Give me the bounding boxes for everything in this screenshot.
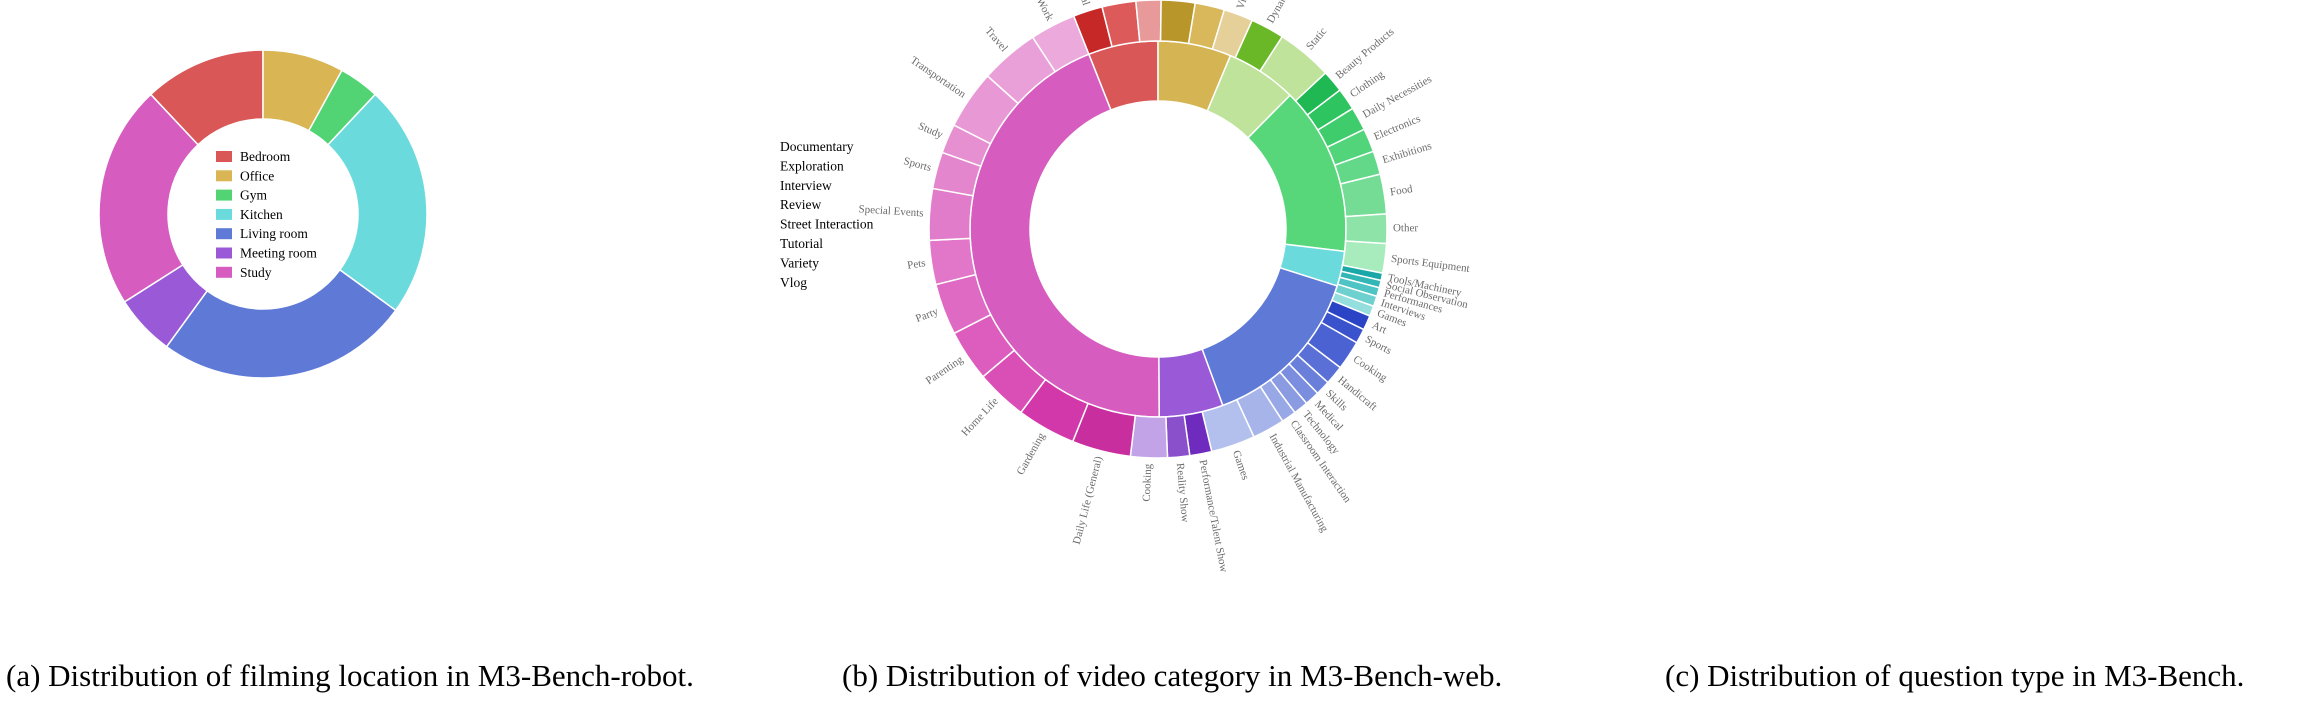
donut-slice-study [98, 93, 200, 303]
legend-swatch-meeting-room [216, 247, 232, 259]
outer-label-sports-equipment: Sports Equipment [1390, 253, 1470, 275]
outer-label-art: Art [1370, 319, 1388, 336]
outer-label-beauty-products: Beauty Products [1333, 26, 1396, 82]
outer-label-trying-new-things: Trying New Things [1205, 0, 1236, 1]
outer-label-other: Other [1393, 222, 1418, 234]
outer-label-industrial-manufacturing: Industrial Manufacturing [1267, 432, 1331, 535]
outer-label-sports: Sports [1363, 333, 1393, 357]
outer-ring-special-events [928, 187, 974, 242]
legend-swatch-office [216, 170, 232, 182]
donut-slice-kitchen [326, 93, 428, 312]
outer-label-cooking: Cooking [1351, 353, 1390, 384]
donut-chart-filming-location: Bedroom Office Gym Kitchen Living room Meetin… [98, 49, 428, 379]
outer-ring-work [1031, 15, 1090, 73]
donut-slice-living-room [165, 268, 397, 379]
legend-label-exploration: Exploration [780, 158, 844, 173]
outer-label-food: Food [1389, 183, 1414, 198]
caption-c: (c) Distribution of question type in M3-… [1665, 658, 2245, 693]
outer-label-historical: Historical [1067, 0, 1092, 7]
legend-label-gym: Gym [240, 188, 267, 203]
legend-label-meeting-room: Meeting room [240, 246, 317, 261]
outer-label-sports: Sports [902, 155, 932, 174]
legend-swatch-bedroom [216, 151, 232, 162]
outer-label-special-events: Special Events [858, 203, 924, 219]
outer-label-travel: Travel [982, 25, 1010, 54]
legend-swatch-kitchen [216, 208, 232, 220]
sunburst-chart-video-category: HistoricalHumanitiesNatureAdventure Trav… [780, 0, 1470, 574]
legend-label-study: Study [240, 265, 272, 280]
outer-ring-cooking [1129, 414, 1169, 459]
legend-label-street-interaction: Street Interaction [780, 217, 874, 232]
outer-label-daily-life-general: Daily Life (General) [1071, 455, 1105, 546]
outer-label-visits: Visits [1234, 0, 1254, 11]
legend-label-variety: Variety [780, 255, 819, 270]
legend-swatch-study [216, 266, 232, 278]
legend-label-review: Review [780, 197, 821, 212]
panel-filming-location: Bedroom Office Gym Kitchen Living room Meetin… [0, 0, 694, 705]
outer-label-electronics: Electronics [1372, 113, 1422, 143]
outer-ring-other [1344, 213, 1388, 245]
legend-swatch-living-room [216, 228, 232, 240]
outer-label-performance-talent-show: Performance/Talent Show [1197, 459, 1230, 574]
legend-label-documentary: Documentary [780, 139, 854, 154]
outer-label-gardening: Gardening [1015, 430, 1048, 477]
outer-label-games: Games [1230, 449, 1251, 482]
outer-label-parenting: Parenting [924, 353, 966, 387]
caption-a: (a) Distribution of filming location in … [6, 658, 694, 693]
legend-label-bedroom: Bedroom [240, 149, 291, 164]
legend-swatch-gym [216, 189, 232, 201]
legend-label-interview: Interview [780, 178, 832, 193]
outer-label-cooking: Cooking [1141, 463, 1155, 502]
outer-label-transportation: Transportation [908, 54, 968, 101]
legend-label-living-room: Living room [240, 226, 308, 241]
outer-label-pets: Pets [906, 257, 926, 272]
legend-label-vlog: Vlog [780, 275, 807, 290]
outer-label-reality-show: Reality Show [1174, 462, 1191, 522]
panel-video-category: HistoricalHumanitiesNatureAdventure Trav… [780, 0, 1520, 705]
outer-label-clothing: Clothing [1348, 68, 1387, 100]
panel-question-type: 051015202530Proportion (%)25.321.3Multi-… [1640, 0, 2317, 705]
outer-label-static: Static [1304, 25, 1329, 52]
outer-label-home-life: Home Life [959, 395, 1001, 438]
bar-chart-question-type: 051015202530Proportion (%)25.321.3Multi-… [1640, 0, 2317, 650]
caption-b: (b) Distribution of video category in M3… [842, 658, 1503, 693]
outer-label-study: Study [916, 120, 945, 141]
outer-label-exhibitions: Exhibitions [1381, 140, 1433, 166]
outer-label-party: Party [914, 305, 940, 325]
outer-label-work: Work [1034, 0, 1056, 23]
outer-ring-nature [1134, 0, 1162, 43]
legend-label-kitchen: Kitchen [240, 207, 283, 222]
legend-label-tutorial: Tutorial [780, 236, 823, 251]
legend-label-office: Office [240, 168, 274, 183]
outer-label-dynamic: Dynamic [1265, 0, 1295, 25]
